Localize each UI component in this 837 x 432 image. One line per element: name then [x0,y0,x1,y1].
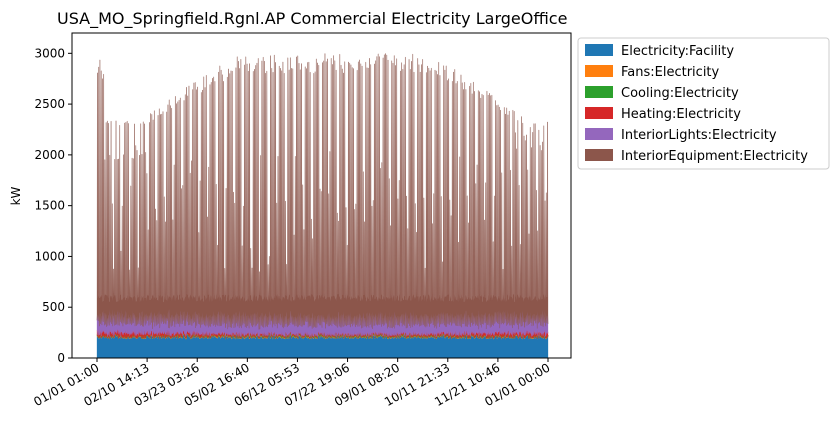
area-series-6 [96,53,549,330]
legend-entry-label: InteriorLights:Electricity [621,128,777,143]
legend-entry-label: Cooling:Electricity [621,86,739,101]
legend-swatch [585,149,613,161]
legend-frame [577,37,830,170]
legend-entry-label: Electricity:Facility [621,44,734,59]
chart-title: USA_MO_Springfield.Rgnl.AP Commercial El… [57,9,567,29]
y-tick-label: 1000 [34,249,65,263]
y-tick-label: 0 [57,351,65,365]
y-tick-label: 3000 [34,46,65,60]
y-tick-label: 1500 [34,199,65,213]
legend-swatch [585,86,613,98]
legend-entry-label: InteriorEquipment:Electricity [621,149,808,164]
area-series-1 [96,333,549,359]
legend-entry-label: Heating:Electricity [621,107,741,122]
legend-swatch [585,107,613,119]
y-axis-label: kW [9,186,23,205]
stacked-areas [96,53,549,359]
y-tick-label: 2500 [34,97,65,111]
legend-swatch [585,44,613,56]
legend: Electricity:Facility Fans:Electricity Cool… [577,37,830,170]
legend-entry-label: Fans:Electricity [621,65,720,80]
legend-swatch [585,65,613,77]
y-tick-label: 500 [42,300,65,314]
y-tick-label: 2000 [34,148,65,162]
legend-swatch [585,128,613,140]
plot-frame [71,32,572,359]
y-axis: 0 500 1000 1500 2000 2500 3000 [34,46,72,365]
